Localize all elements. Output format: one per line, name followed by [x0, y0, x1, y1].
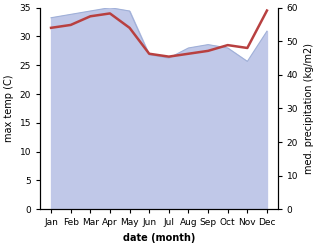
Y-axis label: med. precipitation (kg/m2): med. precipitation (kg/m2) — [304, 43, 314, 174]
Y-axis label: max temp (C): max temp (C) — [4, 75, 14, 142]
X-axis label: date (month): date (month) — [123, 233, 195, 243]
